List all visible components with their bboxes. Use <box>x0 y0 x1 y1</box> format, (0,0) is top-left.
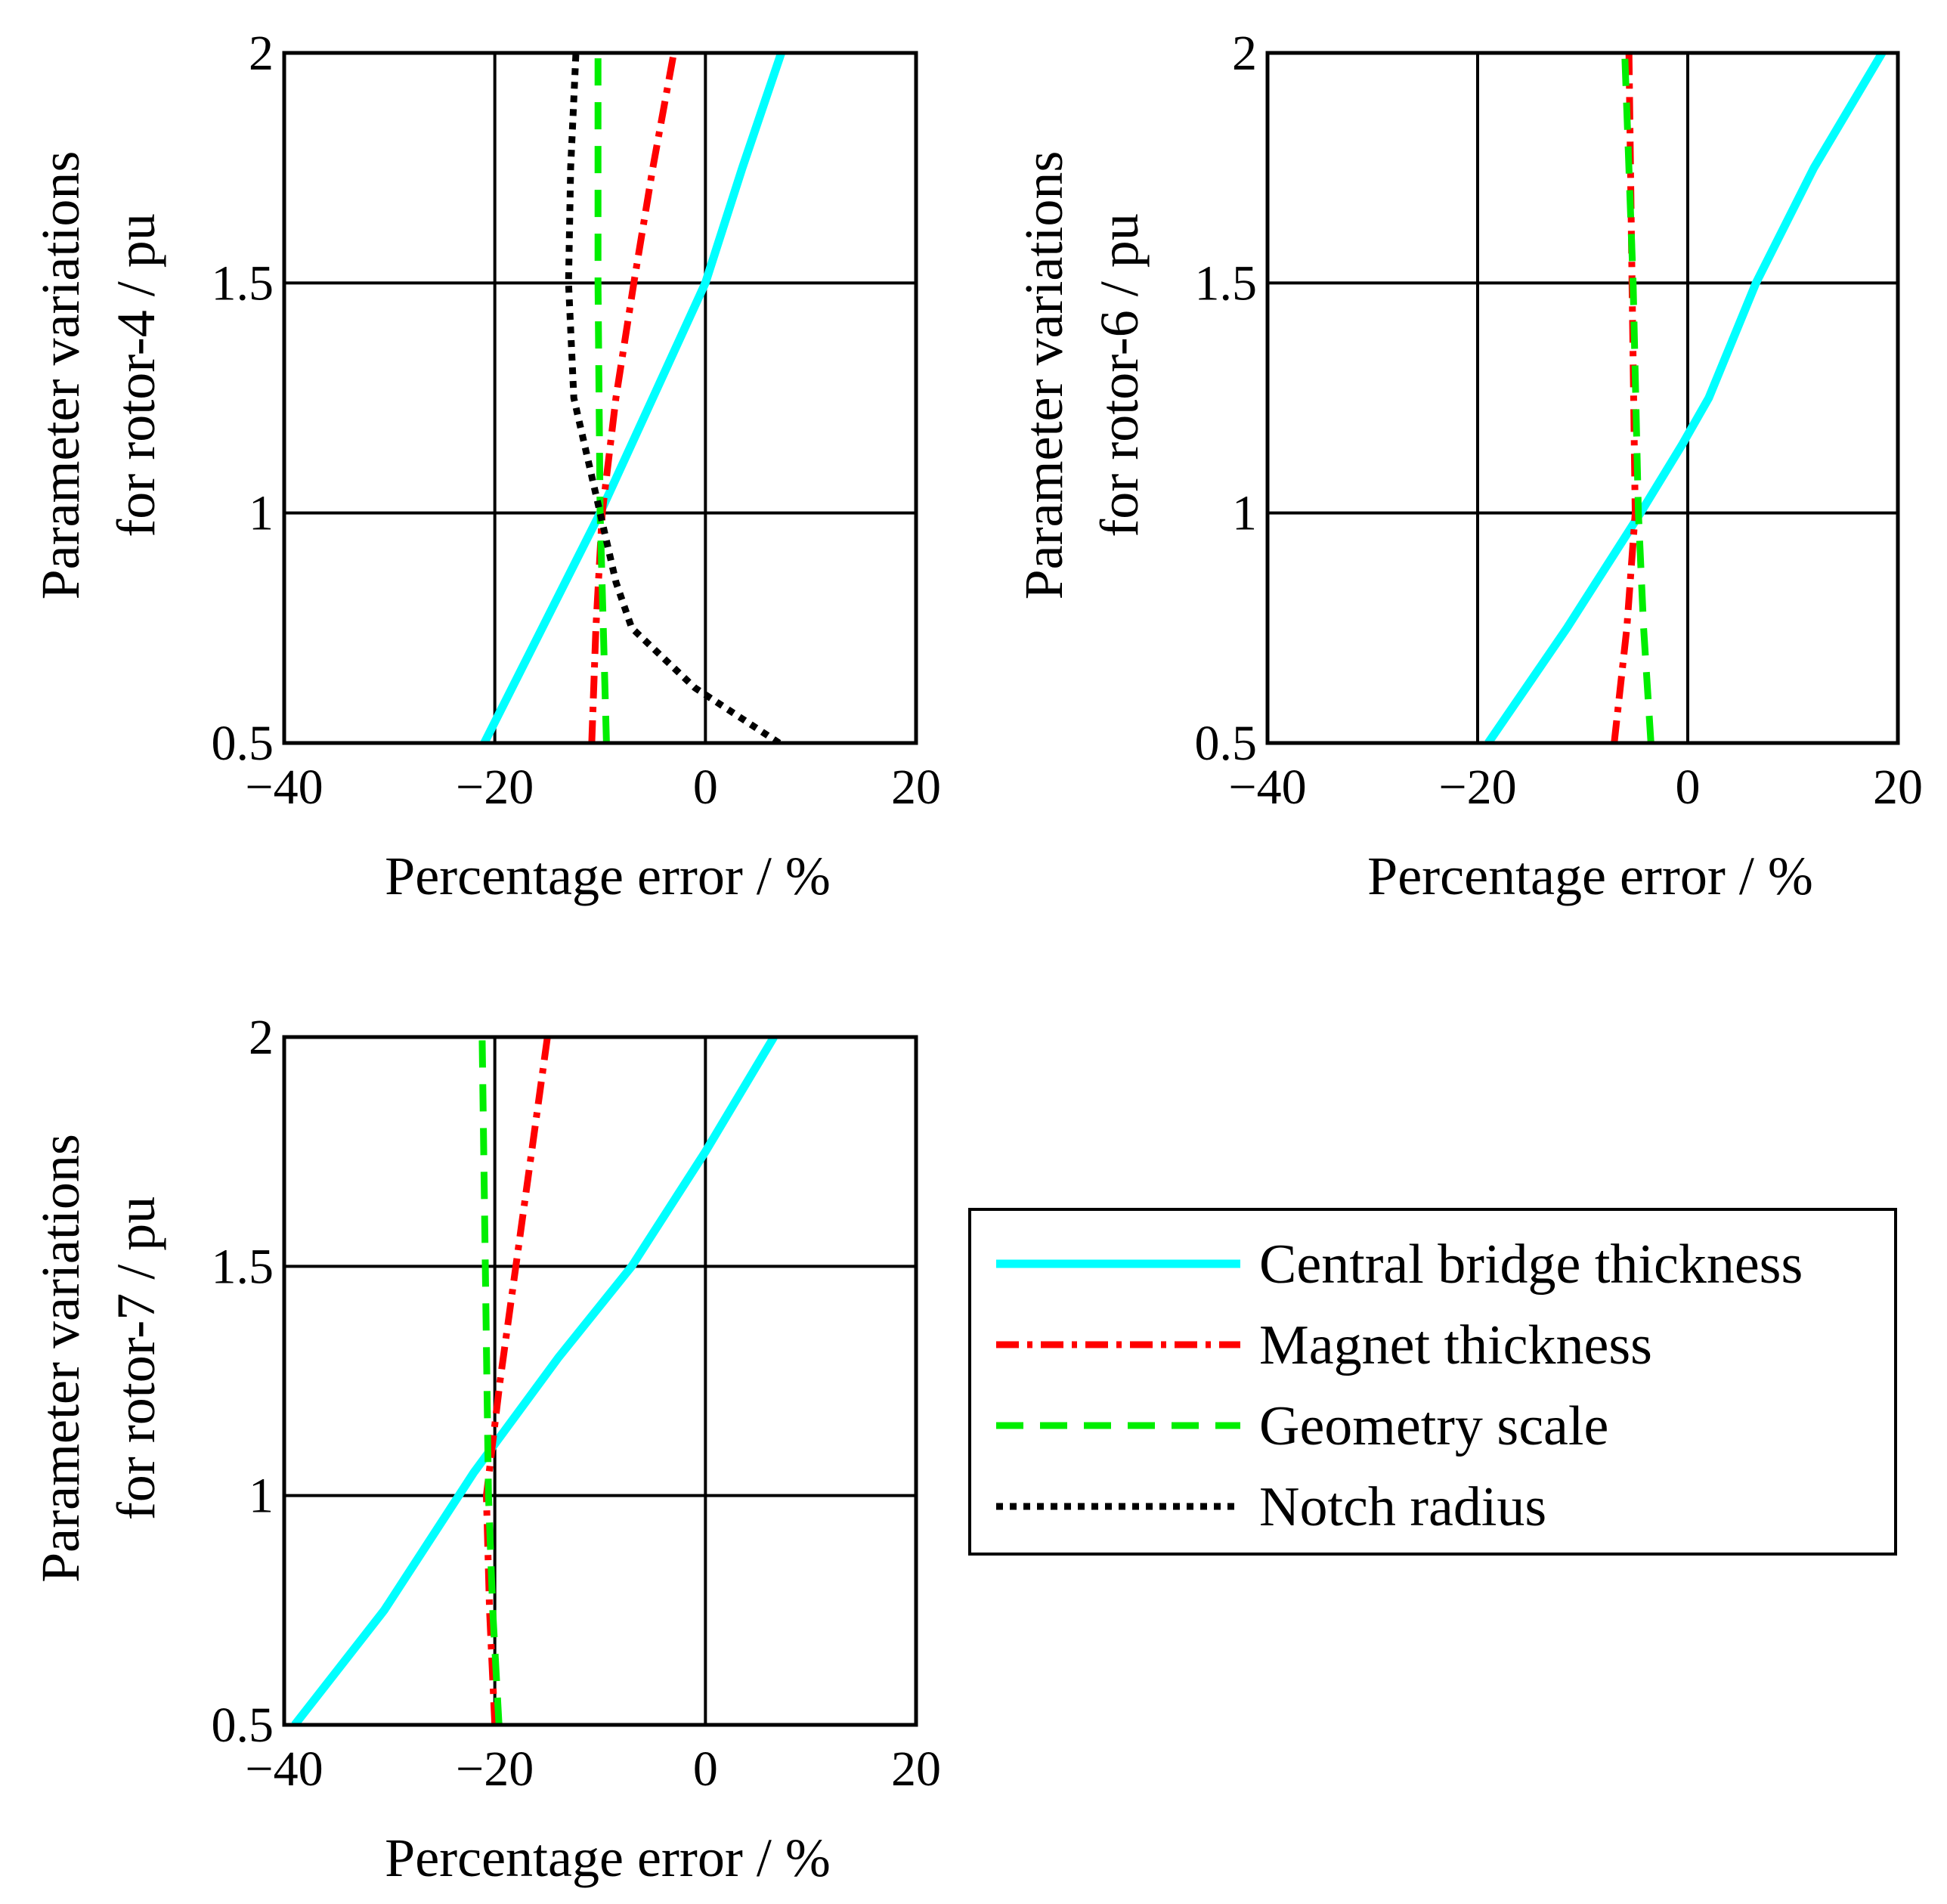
x-axis-label: Percentage error / % <box>385 1828 831 1888</box>
y-axis-label-line2: for rotor-7 / pu <box>106 1197 166 1520</box>
x-tick-label: 0 <box>693 760 718 815</box>
y-tick-label: 0.5 <box>212 1698 274 1753</box>
y-axis-label-line2: for rotor-4 / pu <box>106 213 166 537</box>
x-axis-label: Percentage error / % <box>385 846 831 906</box>
x-tick-label: −40 <box>1228 760 1306 815</box>
x-tick-label: −40 <box>245 760 323 815</box>
plot-frame <box>282 1035 918 1727</box>
legend-label-central-bridge-thickness: Central bridge thickness <box>1259 1234 1803 1296</box>
legend: Central bridge thickness Magnet thickness… <box>968 1208 1897 1556</box>
chart-rotor-7: −40 −20 0 20 0.5 1 1.5 2 Percentage error / % Par… <box>30 1010 941 1888</box>
x-tick-label: 0 <box>693 1741 718 1797</box>
y-tick-label: 0.5 <box>1195 716 1258 771</box>
series-line-geometry-scale <box>478 1037 503 1725</box>
y-tick-label: 1.5 <box>212 255 274 311</box>
y-tick-label: 2 <box>249 1010 274 1065</box>
series-group <box>291 1037 778 1725</box>
series-line-notch-radius <box>565 53 782 743</box>
x-tick-label: 0 <box>1676 760 1701 815</box>
series-line-magnet-thickness <box>1611 53 1639 743</box>
series-line-magnet-thickness <box>588 53 677 743</box>
y-tick-label: 1 <box>1232 486 1257 541</box>
x-tick-label: −40 <box>245 1741 323 1797</box>
x-tick-label: 20 <box>891 760 941 815</box>
x-tick-label: −20 <box>456 760 534 815</box>
series-group <box>1484 53 1886 743</box>
chart-rotor-4: −40 −20 0 20 0.5 1 1.5 2 Percentage error / % Par… <box>30 26 941 906</box>
legend-label-notch-radius: Notch radius <box>1259 1476 1546 1538</box>
series-line-geometry-scale <box>594 53 610 743</box>
series-group <box>480 53 785 743</box>
y-tick-label: 1.5 <box>212 1239 274 1294</box>
x-tick-label: −20 <box>456 1741 534 1797</box>
y-tick-label: 2 <box>249 26 274 81</box>
plot-frame <box>282 51 918 745</box>
series-line-central-bridge-thickness <box>1484 53 1886 743</box>
x-axis-label: Percentage error / % <box>1367 846 1813 906</box>
plot-frame <box>1265 51 1900 745</box>
series-line-magnet-thickness <box>483 1037 551 1725</box>
y-axis-label-line1: Parameter variations <box>1014 151 1074 600</box>
chart-rotor-6: −40 −20 0 20 0.5 1 1.5 2 Percentage error / % Par… <box>1014 26 1923 906</box>
y-axis-label-line1: Parameter variations <box>30 151 91 600</box>
y-tick-label: 1.5 <box>1195 255 1258 311</box>
y-tick-label: 1 <box>249 1469 274 1524</box>
x-tick-label: 20 <box>1873 760 1923 815</box>
y-axis-label-line2: for rotor-6 / pu <box>1089 213 1150 537</box>
x-tick-label: 20 <box>891 1741 941 1797</box>
legend-label-geometry-scale: Geometry scale <box>1259 1395 1608 1457</box>
series-line-geometry-scale <box>1621 53 1654 743</box>
y-tick-label: 0.5 <box>212 716 274 771</box>
legend-label-magnet-thickness: Magnet thickness <box>1259 1314 1652 1376</box>
x-tick-label: −20 <box>1438 760 1516 815</box>
y-tick-label: 2 <box>1232 26 1257 81</box>
series-line-central-bridge-thickness <box>480 53 785 743</box>
y-tick-label: 1 <box>249 486 274 541</box>
y-axis-label-line1: Parameter variations <box>30 1134 91 1583</box>
series-line-central-bridge-thickness <box>291 1037 778 1725</box>
